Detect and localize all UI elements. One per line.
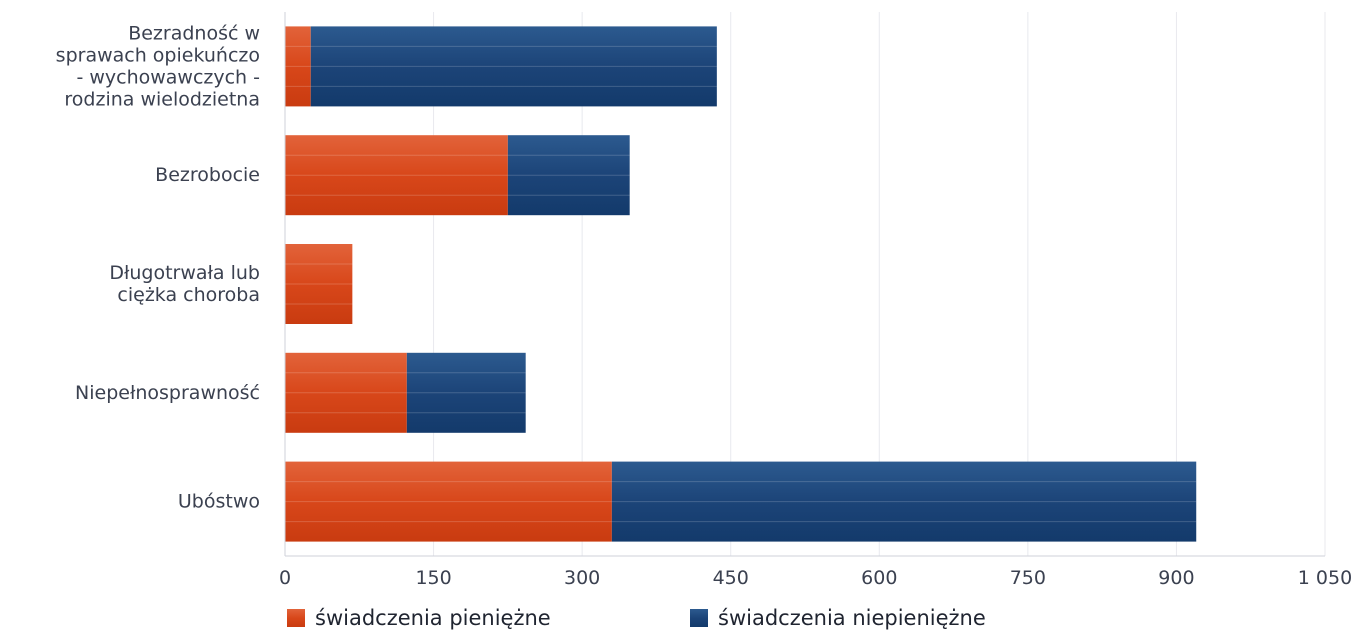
bar-segment (285, 352, 407, 433)
legend-item-cash: świadczenia pieniężne (287, 606, 551, 630)
x-tick-label: 150 (415, 567, 451, 589)
legend-item-noncash: świadczenia niepieniężne (690, 606, 986, 630)
x-tick-label: 300 (564, 567, 600, 589)
bars (285, 26, 1197, 542)
category-label: Bezrobocie (155, 164, 260, 186)
bar-segment (507, 135, 630, 216)
axes (284, 12, 1325, 557)
category-label: Ubóstwo (178, 491, 260, 513)
labels: 0 150 300 450 600 750 900 1 050 Bezradność w spra… (56, 22, 1352, 589)
x-tick-label: 450 (713, 567, 749, 589)
bar-segment (611, 461, 1197, 542)
legend: świadczenia pieniężne świadczenia niepie… (0, 606, 1352, 636)
bar-segment (310, 26, 717, 107)
bar-segment (285, 244, 353, 324)
category-label: Bezradność w sprawach opiekuńczo - wychowa… (56, 22, 260, 110)
legend-label-cash: świadczenia pieniężne (315, 606, 551, 630)
legend-label-noncash: świadczenia niepieniężne (718, 606, 986, 630)
x-tick-label: 0 (279, 567, 291, 589)
bar-segment (285, 26, 311, 107)
bar-segment (406, 352, 526, 433)
x-tick-label: 600 (861, 567, 897, 589)
category-label: Długotrwała lub ciężka choroba (109, 262, 260, 306)
legend-swatch-cash (287, 609, 305, 627)
x-tick-label: 1 050 (1298, 567, 1352, 589)
bar-segment (285, 135, 508, 216)
x-tick-label: 900 (1158, 567, 1194, 589)
bar-segment (285, 461, 612, 542)
category-label: Niepełnosprawność (75, 382, 260, 404)
x-tick-label: 750 (1010, 567, 1046, 589)
legend-swatch-noncash (690, 609, 708, 627)
